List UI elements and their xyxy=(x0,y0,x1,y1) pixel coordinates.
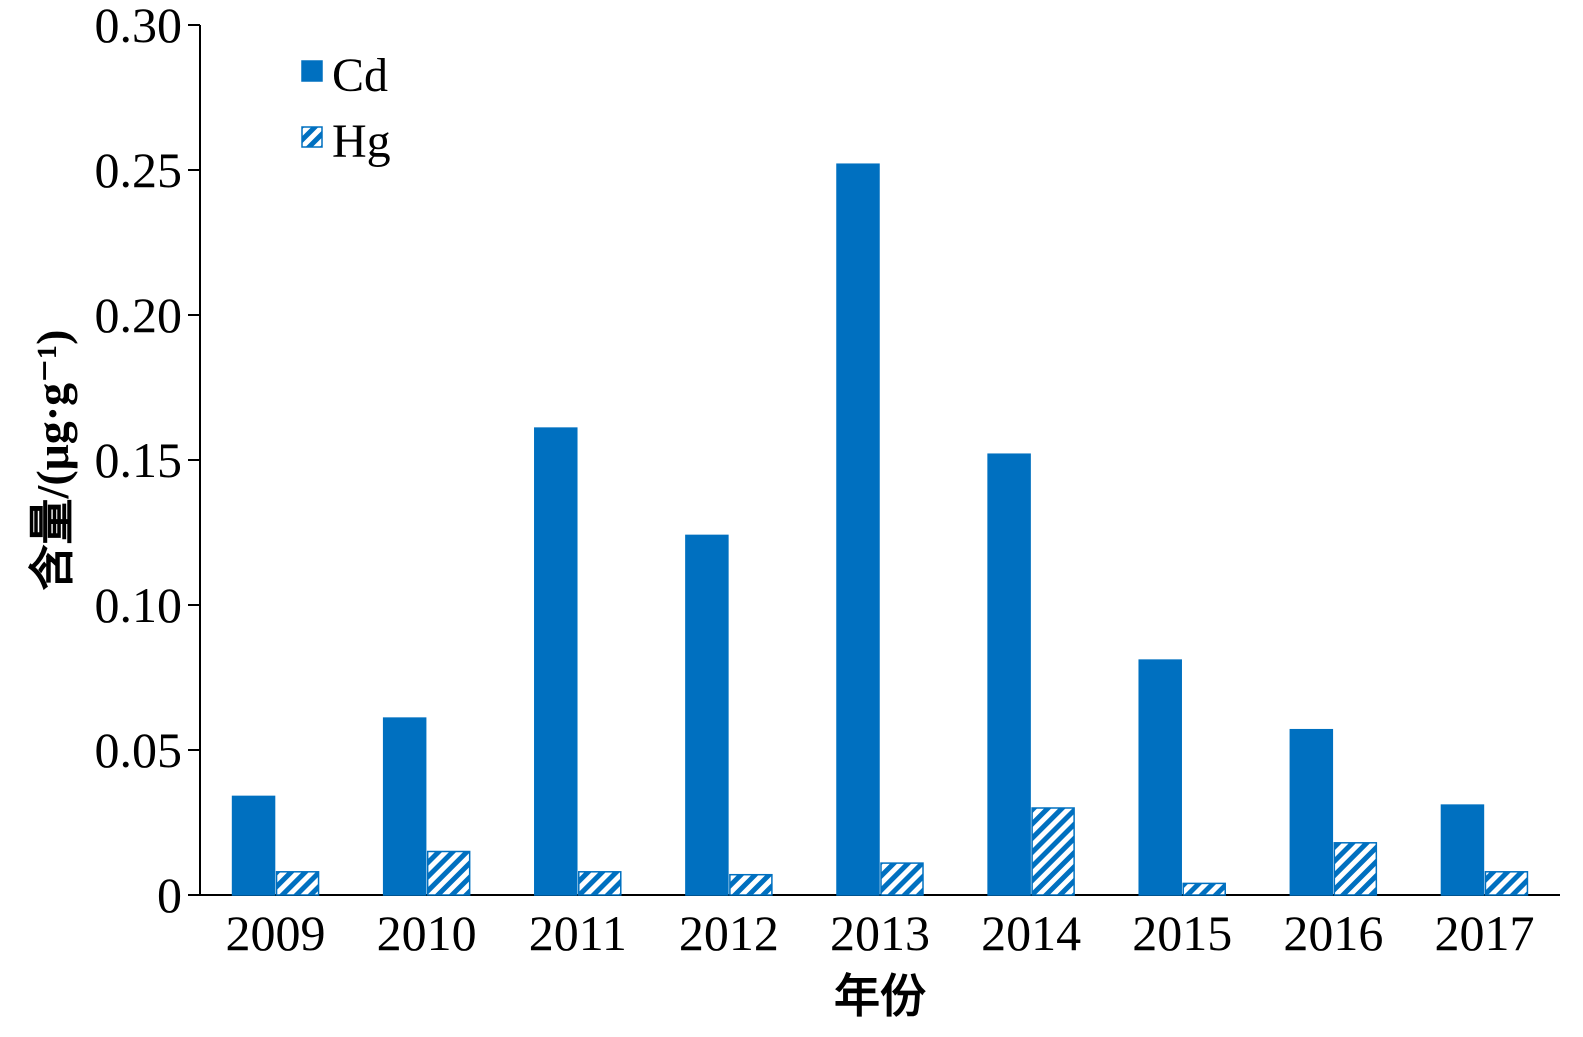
bar-hg xyxy=(426,850,471,896)
x-tick-label: 2016 xyxy=(1283,905,1383,961)
bar-cd xyxy=(534,427,578,896)
legend: Cd Hg xyxy=(301,49,391,168)
x-tick-label: 2009 xyxy=(226,905,326,961)
bar-cd xyxy=(1440,804,1485,896)
y-tick-label: 0.10 xyxy=(95,577,183,633)
x-tick-label: 2013 xyxy=(830,905,930,961)
legend-label: Hg xyxy=(332,115,391,168)
y-tick-label: 0.20 xyxy=(95,287,183,343)
bar-hg xyxy=(275,871,320,896)
bar-cd xyxy=(1289,728,1334,896)
bar-cd xyxy=(685,534,729,896)
bar-hg xyxy=(578,871,622,896)
y-tick-label: 0.15 xyxy=(95,432,183,488)
axes xyxy=(188,24,1560,896)
bar-cd xyxy=(231,795,276,896)
y-tick-label: 0.30 xyxy=(95,0,183,53)
legend-label: Cd xyxy=(332,49,388,102)
x-tick-label: 2011 xyxy=(529,905,627,961)
bar-hg xyxy=(880,862,924,896)
bar-hg xyxy=(729,873,773,896)
y-axis-title: 含量/(μg·g⁻¹) xyxy=(27,330,78,591)
bar-cd xyxy=(836,163,880,896)
x-axis-title: 年份 xyxy=(834,971,926,1022)
bar-hg xyxy=(1182,882,1226,896)
y-tick-label: 0.25 xyxy=(95,142,183,198)
x-tick-label: 2017 xyxy=(1434,905,1534,961)
bar-hg xyxy=(1484,871,1529,896)
y-tick-label: 0 xyxy=(157,867,182,923)
y-tick-label: 0.05 xyxy=(95,722,183,778)
bar-cd xyxy=(382,717,427,896)
tick-labels: 0 0.05 0.10 0.15 0.20 0.25 0.30 2009 2010 2011 201… xyxy=(95,0,1535,961)
legend-swatch-cd xyxy=(301,60,323,82)
legend-swatch-hg xyxy=(301,126,323,148)
x-tick-label: 2010 xyxy=(377,905,477,961)
bar-hg xyxy=(1333,842,1378,896)
bar-cd xyxy=(987,453,1031,896)
bar-cd xyxy=(1138,659,1182,896)
x-tick-label: 2015 xyxy=(1132,905,1232,961)
x-tick-label: 2014 xyxy=(981,905,1081,961)
bars xyxy=(231,163,1529,896)
bar-hg xyxy=(1031,807,1075,896)
x-tick-label: 2012 xyxy=(679,905,779,961)
